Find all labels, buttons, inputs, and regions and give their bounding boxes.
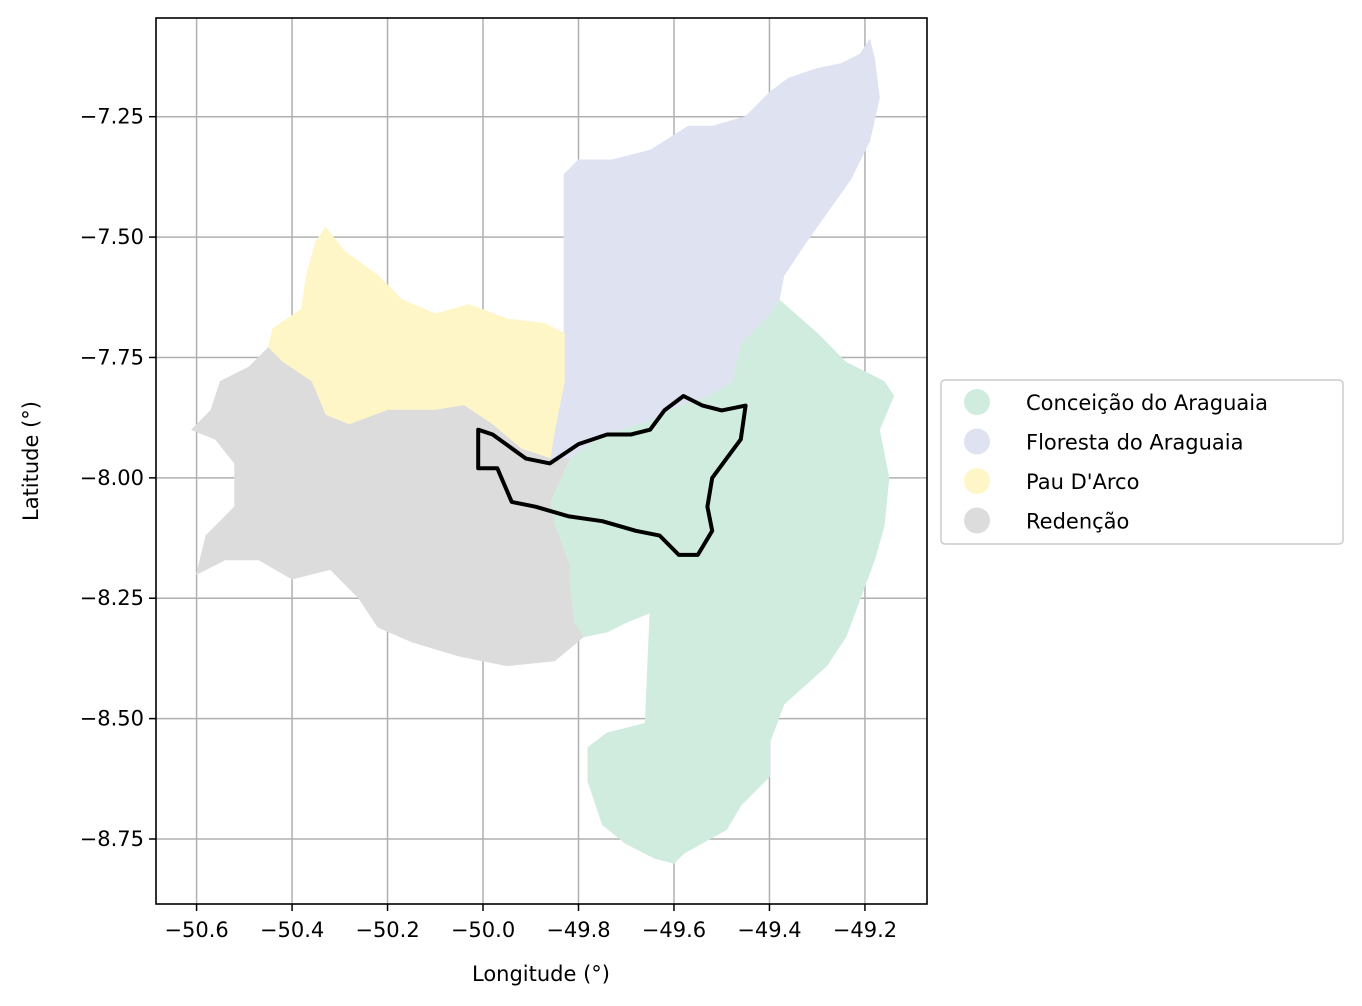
x-tick-label: −49.8 bbox=[546, 918, 610, 942]
legend-marker bbox=[964, 507, 990, 534]
y-tick-label: −7.75 bbox=[80, 345, 144, 369]
x-tick-label: −49.6 bbox=[642, 918, 706, 942]
y-tick-label: −7.50 bbox=[80, 225, 144, 249]
highlight-outline bbox=[476, 394, 748, 557]
x-tick-label: −49.2 bbox=[833, 918, 897, 942]
legend-marker bbox=[964, 389, 990, 415]
x-tick-label: −50.6 bbox=[164, 918, 228, 942]
x-axis-label: Longitude (°) bbox=[472, 962, 610, 986]
legend-marker bbox=[964, 468, 990, 494]
legend-box bbox=[940, 379, 1344, 545]
y-axis-label: Latitude (°) bbox=[19, 401, 43, 521]
y-tick-label: −8.50 bbox=[80, 707, 144, 731]
legend-label: Conceição do Araguaia bbox=[1026, 391, 1268, 415]
legend: Conceição do Araguaia Floresta do Araguai… bbox=[940, 379, 1344, 545]
y-axis-ticks: −7.25 −7.50 −7.75 −8.00 −8.25 −8.50 −8.75 bbox=[80, 105, 156, 851]
legend-label: Floresta do Araguaia bbox=[1026, 431, 1244, 455]
region-redencao bbox=[191, 347, 584, 667]
plot-frame bbox=[155, 17, 928, 905]
x-tick-label: −50.4 bbox=[260, 918, 324, 942]
legend-marker bbox=[964, 428, 990, 455]
highlight-boundary bbox=[476, 394, 748, 557]
x-tick-label: −49.4 bbox=[737, 918, 801, 942]
y-tick-label: −7.25 bbox=[80, 105, 144, 129]
x-axis-ticks: −50.6 −50.4 −50.2 −50.0 −49.8 −49.6 −49.4 −49.2 bbox=[164, 904, 897, 942]
x-tick-label: −50.0 bbox=[451, 918, 515, 942]
legend-label: Redenção bbox=[1026, 510, 1129, 534]
region-floresta-do-araguaia bbox=[549, 39, 880, 460]
y-tick-label: −8.25 bbox=[80, 586, 144, 610]
legend-label: Pau D'Arco bbox=[1026, 470, 1139, 494]
y-tick-label: −8.75 bbox=[80, 827, 144, 851]
y-tick-label: −8.00 bbox=[80, 466, 144, 490]
x-tick-label: −50.2 bbox=[355, 918, 419, 942]
